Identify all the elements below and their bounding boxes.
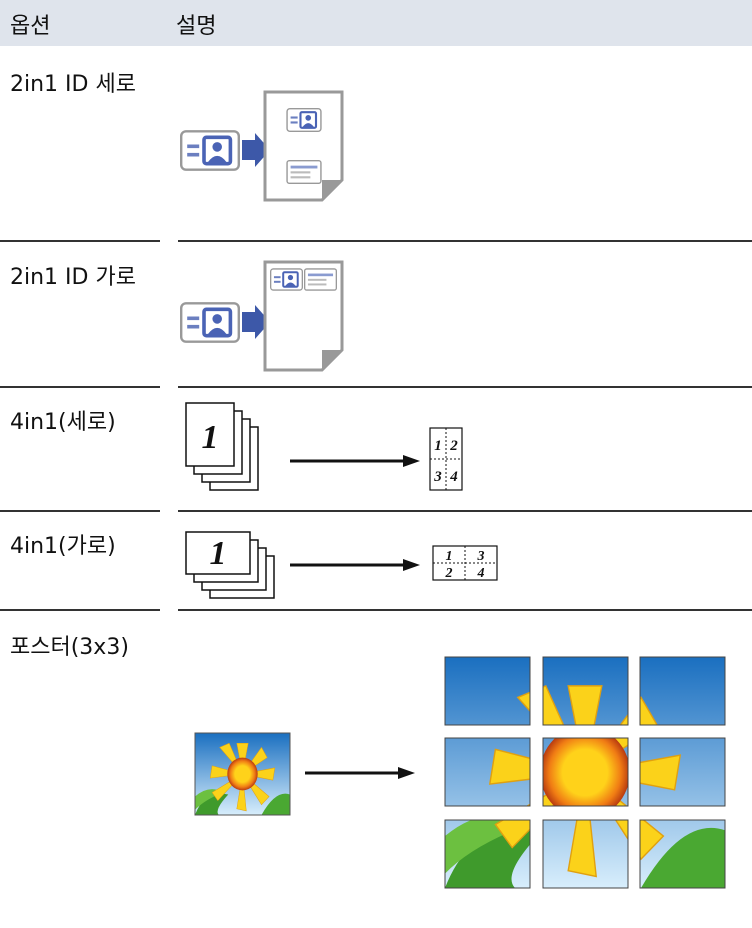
row-option: 4in1(가로) [10,534,116,559]
row-option: 4in1(세로) [10,410,116,435]
row-separator [0,510,160,512]
grid-number: 4 [477,566,485,581]
row-separator [0,240,160,242]
row-option: 2in1 ID 가로 [10,265,136,290]
page-number: 1 [210,535,227,572]
row-separator [178,240,752,242]
header-description: 설명 [176,14,217,39]
grid-number: 1 [446,549,453,564]
grid-number: 1 [434,438,442,454]
row-separator [178,386,752,388]
header-option: 옵션 [10,14,51,39]
grid-number: 3 [433,469,442,485]
grid-number: 3 [477,549,485,564]
row-separator [0,386,160,388]
row-option: 2in1 ID 세로 [10,72,136,97]
row-option: 포스터(3x3) [10,635,129,660]
grid-number: 4 [449,469,458,485]
row-separator [178,609,752,611]
grid-number: 2 [445,566,453,581]
row-separator [178,510,752,512]
table-header [0,0,752,46]
grid-number: 2 [449,438,458,454]
page-number: 1 [202,419,219,456]
row-separator [0,609,160,611]
